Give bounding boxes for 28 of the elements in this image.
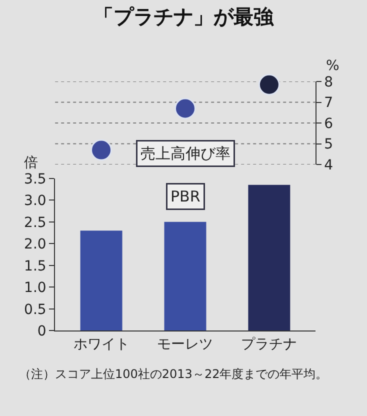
y-tick-label: 1.0 [24, 280, 46, 296]
y-tick-label: 3.0 [24, 193, 46, 210]
y2-axis-title: % [326, 58, 340, 74]
y-tick-label: 1.5 [24, 258, 46, 274]
y-tick-label: 0 [37, 324, 46, 340]
bar [164, 222, 206, 331]
y-axis-title: 倍 [24, 155, 38, 171]
y2-tick-label: 5 [324, 136, 334, 153]
text: （注）スコア上位100社の2013～22年度までの年平均。 [19, 367, 328, 381]
point [258, 74, 280, 96]
annotation: 売上高伸び率 [140, 144, 230, 162]
point [90, 139, 112, 161]
point [174, 98, 196, 120]
y-tick-label: 2.0 [24, 236, 46, 253]
y2-tick-label: 8 [324, 74, 334, 90]
y2-tick-label: 6 [324, 116, 334, 132]
bar [248, 184, 290, 331]
y-tick-label: 2.5 [24, 214, 46, 231]
x-tick-label: モーレツ [157, 336, 214, 352]
y2-tick-label: 7 [324, 95, 334, 112]
x-tick-label: プラチナ [241, 336, 298, 352]
y-tick-label: 0.5 [24, 302, 46, 318]
annotation: PBR [170, 188, 200, 206]
y-tick-label: 3.5 [24, 171, 46, 188]
x-tick-label: ホワイト [73, 336, 130, 352]
bar [80, 230, 122, 331]
chart-title: 「プラチナ」が最強 [94, 4, 274, 29]
y2-tick-label: 4 [324, 157, 334, 174]
